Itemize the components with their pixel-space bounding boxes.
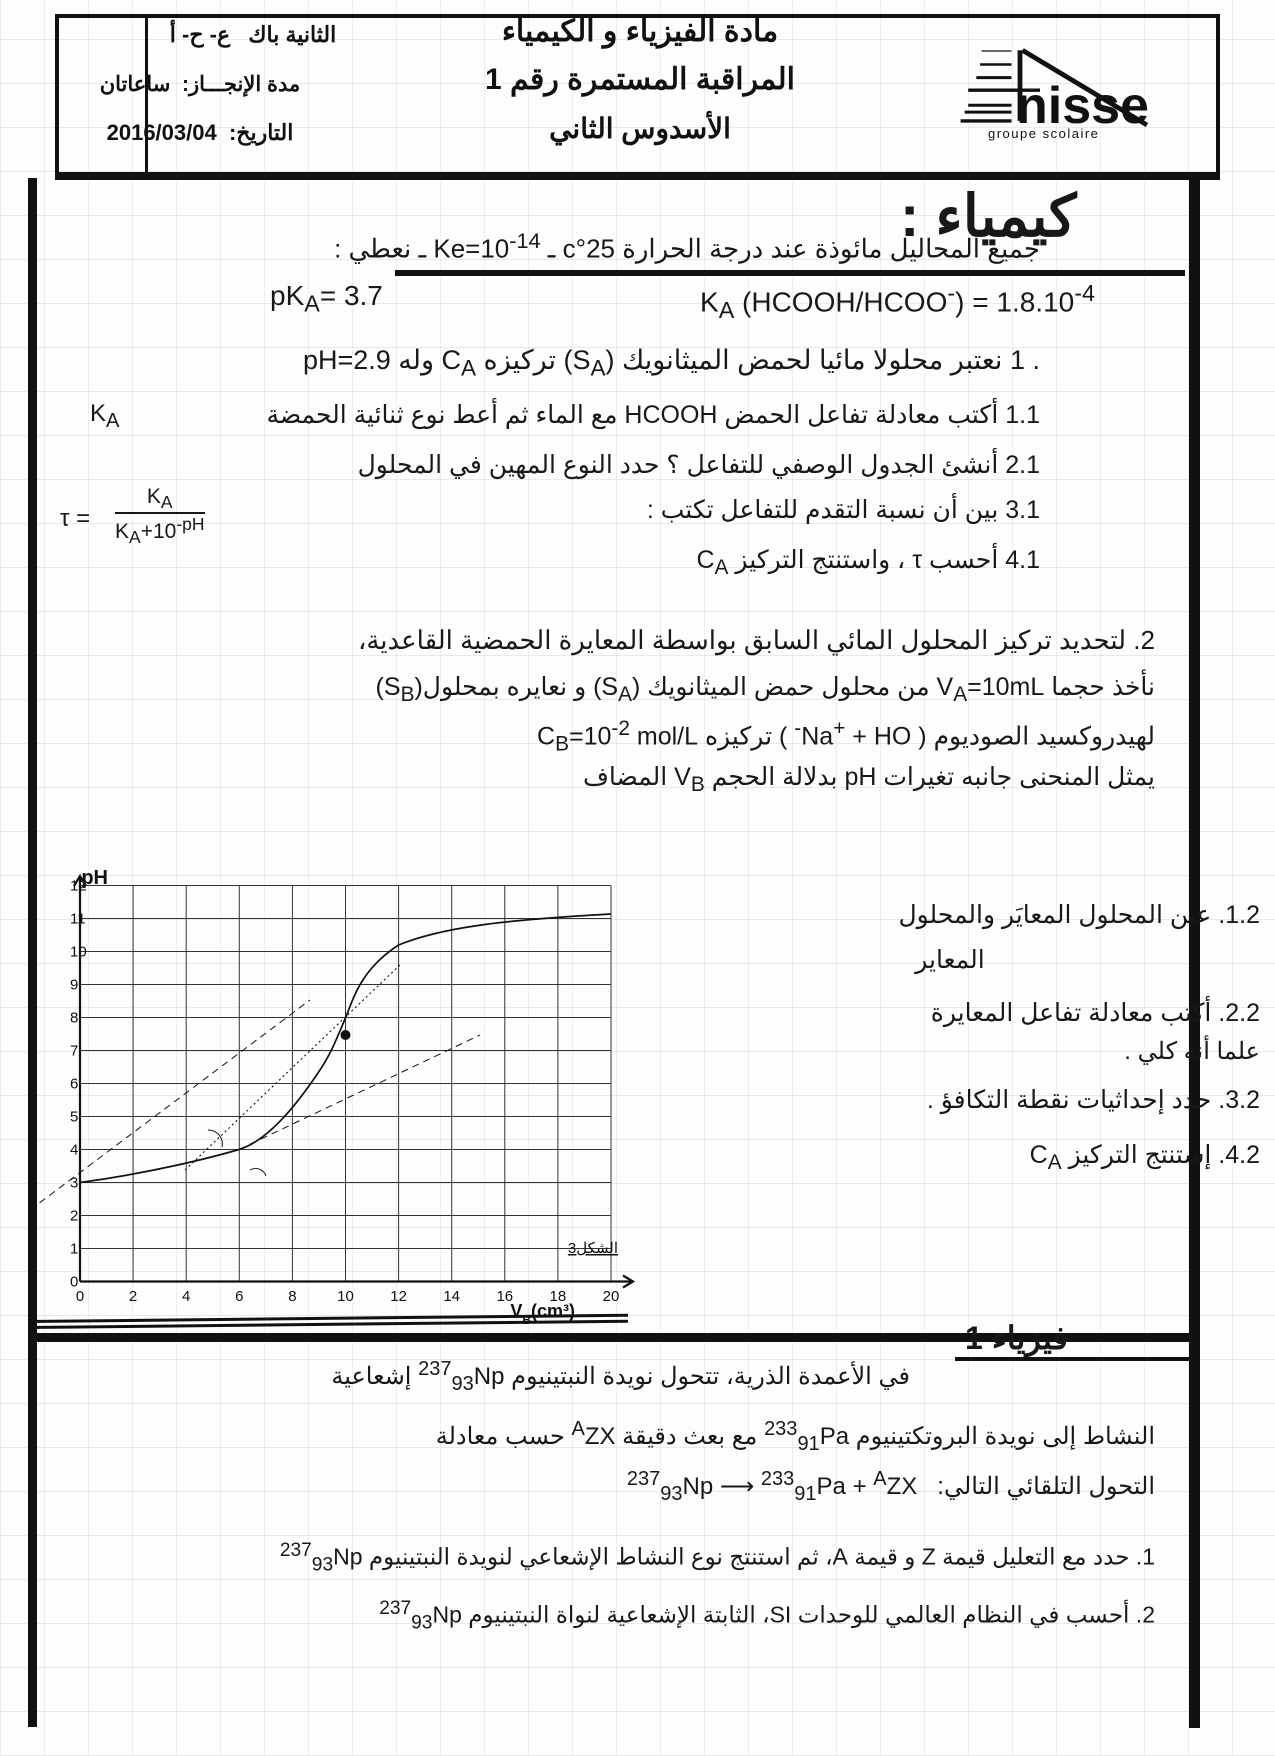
svg-text:2: 2 bbox=[70, 1208, 78, 1225]
svg-text:6: 6 bbox=[70, 1076, 78, 1093]
svg-text:5: 5 bbox=[70, 1109, 78, 1126]
svg-text:4: 4 bbox=[182, 1288, 190, 1305]
svg-text:2: 2 bbox=[129, 1288, 137, 1305]
svg-text:3: 3 bbox=[70, 1175, 78, 1192]
svg-text:pH: pH bbox=[81, 870, 108, 889]
svg-text:10: 10 bbox=[70, 944, 87, 961]
svg-text:6: 6 bbox=[235, 1288, 243, 1305]
svg-text:1: 1 bbox=[70, 1241, 78, 1258]
svg-text:20: 20 bbox=[603, 1288, 620, 1305]
svg-text:11: 11 bbox=[70, 911, 86, 928]
svg-text:4: 4 bbox=[70, 1142, 78, 1159]
svg-text:14: 14 bbox=[443, 1288, 460, 1305]
svg-text:0: 0 bbox=[76, 1288, 84, 1305]
svg-text:8: 8 bbox=[70, 1010, 78, 1027]
svg-text:8: 8 bbox=[288, 1288, 296, 1305]
svg-text:الشكل3: الشكل3 bbox=[568, 1240, 618, 1257]
svg-text:7: 7 bbox=[70, 1043, 78, 1060]
svg-text:groupe scolaire: groupe scolaire bbox=[988, 126, 1099, 141]
svg-text:9: 9 bbox=[70, 977, 78, 994]
svg-text:12: 12 bbox=[390, 1288, 407, 1305]
svg-text:10: 10 bbox=[337, 1288, 354, 1305]
